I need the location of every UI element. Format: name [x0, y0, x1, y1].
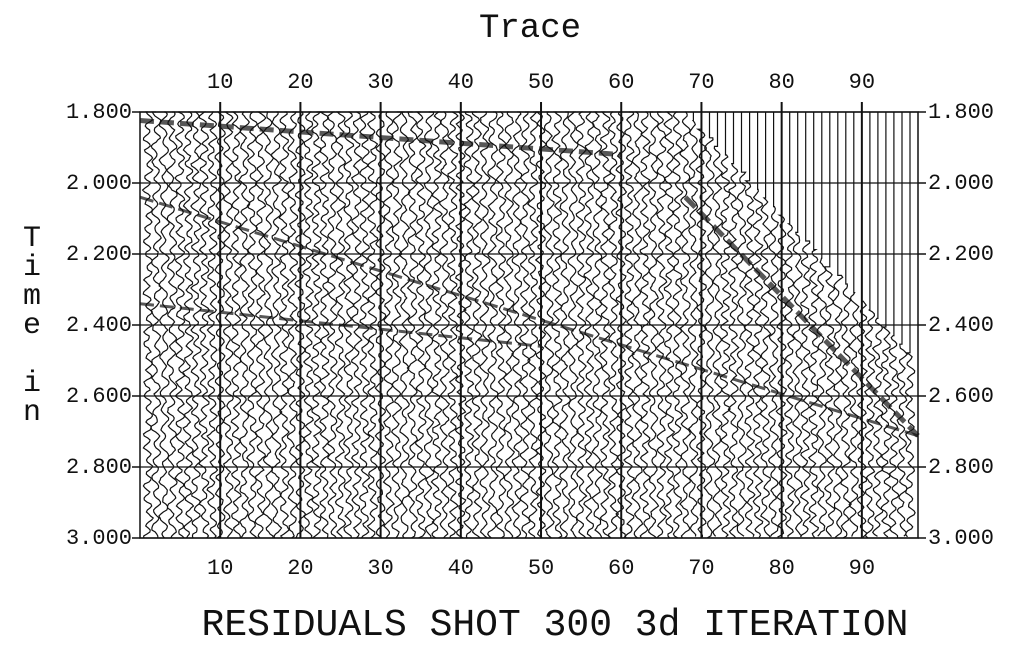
y-tick-label: 2.200 [928, 242, 994, 267]
y-tick-label: 2.000 [928, 171, 994, 196]
seismic-trace [888, 112, 900, 538]
y-axis-label: Time in seconds [0, 221, 49, 425]
x-axis-label: RESIDUALS SHOT 300 3d ITERATION [202, 604, 909, 647]
seismic-event [683, 195, 920, 438]
y-tick-label: 2.800 [928, 455, 994, 480]
x-tick-label: 10 [207, 556, 233, 581]
y-tick-label: 2.200 [66, 242, 132, 267]
x-tick-label: 80 [768, 556, 794, 581]
x-tick-label: 50 [528, 70, 554, 95]
x-tick-label: 20 [287, 556, 313, 581]
seismic-trace [871, 112, 884, 537]
seismic-trace [703, 112, 716, 539]
y-tick-label: 1.800 [928, 100, 994, 125]
seismic-trace [823, 112, 836, 538]
seismic-trace [783, 112, 796, 538]
x-tick-label: 20 [287, 70, 313, 95]
seismic-trace [791, 112, 804, 537]
x-tick-label: 10 [207, 70, 233, 95]
x-tick-label: 70 [688, 556, 714, 581]
seismic-trace [832, 112, 844, 538]
x-tick-label: 40 [448, 70, 474, 95]
x-tick-label: 90 [849, 556, 875, 581]
y-tick-label: 2.600 [66, 384, 132, 409]
seismic-trace [751, 112, 764, 538]
y-tick-label: 3.000 [928, 526, 994, 551]
seismic-trace [719, 112, 732, 538]
x-tick-label: 40 [448, 556, 474, 581]
seismic-trace [799, 112, 812, 538]
x-tick-label: 80 [768, 70, 794, 95]
y-tick-label: 2.800 [66, 455, 132, 480]
seismic-trace [880, 112, 893, 538]
seismic-trace [896, 112, 909, 537]
seismic-trace [847, 112, 860, 537]
seismic-trace [767, 112, 779, 537]
seismic-trace [816, 112, 828, 537]
y-tick-label: 2.400 [66, 313, 132, 338]
x-tick-label: 50 [528, 556, 554, 581]
x-tick-label: 70 [688, 70, 714, 95]
x-tick-label: 90 [849, 70, 875, 95]
x-tick-label: 30 [367, 556, 393, 581]
chart-title: Trace [479, 10, 581, 48]
seismic-trace [735, 112, 748, 537]
x-tick-label: 60 [608, 556, 634, 581]
seismic-trace [759, 112, 772, 539]
x-tick-label: 30 [367, 70, 393, 95]
y-tick-label: 3.000 [66, 526, 132, 551]
seismic-event [139, 195, 919, 438]
seismic-trace [743, 112, 756, 538]
y-tick-label: 2.600 [928, 384, 994, 409]
seismic-trace [807, 112, 820, 538]
y-tick-label: 2.400 [928, 313, 994, 338]
seismic-trace [711, 112, 724, 537]
seismic-trace [727, 112, 740, 539]
x-tick-label: 60 [608, 70, 634, 95]
seismic-trace [839, 112, 853, 539]
y-tick-label: 2.000 [66, 171, 132, 196]
seismic-trace [904, 112, 916, 538]
y-tick-label: 1.800 [66, 100, 132, 125]
